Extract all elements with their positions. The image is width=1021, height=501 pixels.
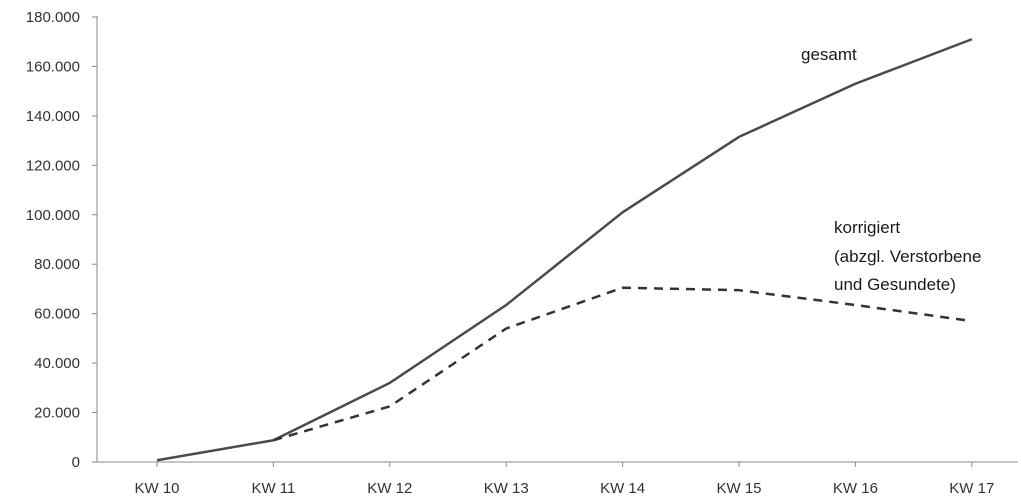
- series-line-korrigiert: [273, 286, 972, 442]
- y-tick-label: 0: [72, 454, 80, 471]
- x-tick-label: KW 12: [367, 480, 412, 497]
- annotation-korrigiert-line1: korrigiert: [834, 218, 900, 237]
- x-tick-label: KW 10: [134, 480, 179, 497]
- series-line-gesamt: [156, 38, 973, 462]
- series-layer: [156, 38, 973, 462]
- annotation-korrigiert-line3: und Gesundete): [834, 275, 956, 294]
- x-tick-label: KW 17: [949, 480, 994, 497]
- annotation-korrigiert-line2: (abzgl. Verstorbene: [834, 247, 981, 266]
- x-tick-label: KW 13: [484, 480, 529, 497]
- x-tick-label: KW 14: [600, 480, 645, 497]
- y-tick-label: 20.000: [34, 405, 80, 422]
- x-tick-label: KW 11: [251, 480, 295, 497]
- y-tick-label: 40.000: [34, 355, 80, 372]
- axes: [96, 16, 1018, 463]
- y-axis-ticks: 0 20.000 40.000 60.000 80.000 100.000 120.000 1…: [26, 9, 97, 471]
- y-tick-label: 120.000: [26, 157, 80, 174]
- y-tick-label: 180.000: [26, 9, 80, 26]
- y-tick-label: 60.000: [34, 306, 80, 323]
- y-tick-label: 160.000: [26, 58, 80, 75]
- x-tick-label: KW 15: [716, 480, 761, 497]
- x-tick-label: KW 16: [833, 480, 878, 497]
- x-axis-ticks: KW 10 KW 11 KW 12 KW 13 KW 14 KW 15 KW 16 KW 17: [134, 462, 994, 497]
- annotation-gesamt: gesamt: [801, 45, 857, 64]
- y-tick-label: 140.000: [26, 108, 80, 125]
- y-tick-label: 80.000: [34, 256, 80, 273]
- y-tick-label: 100.000: [26, 207, 80, 224]
